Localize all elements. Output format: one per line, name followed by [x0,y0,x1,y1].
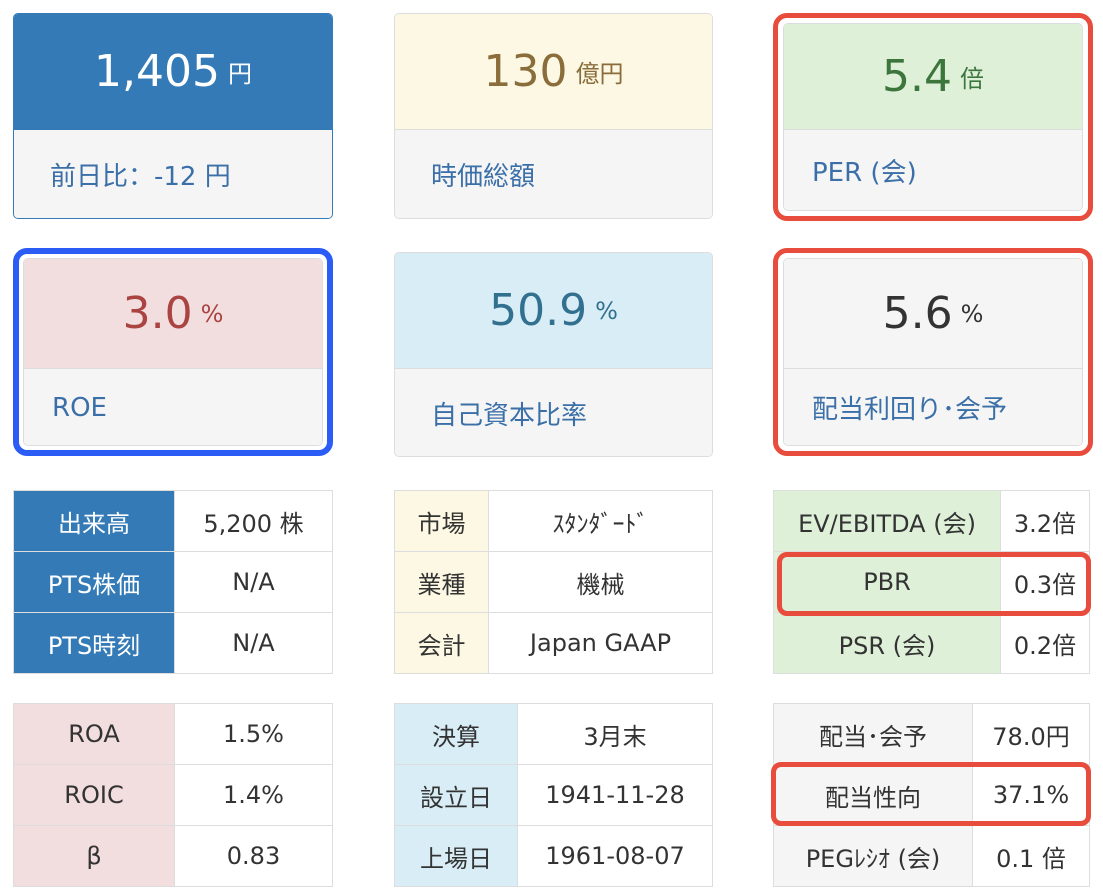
market-value: ｽﾀﾝﾀﾞｰﾄﾞ [488,490,713,552]
founded-value: 1941-11-28 [517,764,713,826]
market-info-table: 市場 ｽﾀﾝﾀﾞｰﾄﾞ 業種 機械 会計 Japan GAAP [394,490,713,674]
industry-key: 業種 [394,551,489,613]
price-change-label: 前日比：-12 円 [14,131,332,218]
per-value: 5.4 [882,50,952,102]
roe-value-area: 3.0 % [24,259,322,369]
volume-value: 5,200 株 [174,490,333,552]
table-row: 決算 3月末 [394,703,713,765]
fiscal-month-key: 決算 [394,703,518,765]
pts-price-value[interactable]: N/A [174,551,333,613]
table-row: 上場日 1961-08-07 [394,825,713,887]
stock-price-value: 1,405 [94,45,220,97]
returns-table: ROA 1.5% ROIC 1.4% β 0.83 [13,703,333,887]
table-row: EV/EBITDA (会) 3.2倍 [773,490,1090,552]
roe-unit: % [200,299,224,328]
roic-key: ROIC [13,764,175,826]
equity-ratio-value-area: 50.9 % [395,253,712,369]
listed-value: 1961-08-07 [517,825,713,887]
volume-key: 出来高 [13,490,175,552]
roe-card: 3.0 % ROE [23,258,323,446]
dividend-yield-value: 5.6 [882,287,953,339]
table-row: 配当性向 37.1% [773,764,1090,826]
ev-ebitda-value: 3.2倍 [1000,490,1090,552]
dividend-table: 配当･会予 78.0円 配当性向 37.1% PEGﾚｼｵ (会) 0.1 倍 [773,703,1090,887]
per-label[interactable]: PER (会) [784,131,1082,210]
table-row: 市場 ｽﾀﾝﾀﾞｰﾄﾞ [394,490,713,552]
psr-value: 0.2倍 [1000,612,1090,674]
pts-time-key: PTS時刻 [13,612,175,674]
ev-ebitda-key: EV/EBITDA (会) [773,490,1001,552]
dividend-forecast-value: 78.0円 [972,703,1090,765]
per-value-area: 5.4 倍 [784,24,1082,130]
market-cap-card: 130 億円 時価総額 [394,13,713,219]
stock-price-value-area: 1,405 円 [14,14,332,130]
industry-value[interactable]: 機械 [488,551,713,613]
dividend-yield-label[interactable]: 配当利回り･会予 [784,370,1082,445]
market-cap-value: 130 [483,45,568,97]
stock-price-card: 1,405 円 前日比：-12 円 [13,13,333,219]
table-row: PTS時刻 N/A [13,612,333,674]
roe-label[interactable]: ROE [24,370,322,445]
accounting-key: 会計 [394,612,489,674]
market-key: 市場 [394,490,489,552]
table-row: 業種 機械 [394,551,713,613]
founded-key: 設立日 [394,764,518,826]
valuation-table: EV/EBITDA (会) 3.2倍 PBR 0.3倍 PSR (会) 0.2倍 [773,490,1090,674]
table-row: PBR 0.3倍 [773,551,1090,613]
table-row: PEGﾚｼｵ (会) 0.1 倍 [773,825,1090,887]
table-row: 会計 Japan GAAP [394,612,713,674]
beta-key: β [13,825,175,887]
dividend-yield-value-area: 5.6 % [784,259,1082,369]
table-row: 出来高 5,200 株 [13,490,333,552]
volume-table: 出来高 5,200 株 PTS株価 N/A PTS時刻 N/A [13,490,333,674]
market-cap-unit: 億円 [575,60,624,88]
equity-ratio-value: 50.9 [489,284,588,336]
per-unit: 倍 [959,65,984,93]
dividend-forecast-key: 配当･会予 [773,703,973,765]
roe-value: 3.0 [122,287,193,339]
table-row: ROA 1.5% [13,703,333,765]
peg-ratio-key: PEGﾚｼｵ (会) [773,825,973,887]
accounting-value: Japan GAAP [488,612,713,674]
equity-ratio-card: 50.9 % 自己資本比率 [394,252,713,457]
pbr-value: 0.3倍 [1000,551,1090,613]
pbr-key: PBR [773,551,1001,613]
dividend-yield-unit: % [960,299,984,328]
table-row: PSR (会) 0.2倍 [773,612,1090,674]
peg-ratio-value: 0.1 倍 [972,825,1090,887]
equity-ratio-unit: % [595,296,618,325]
company-dates-table: 決算 3月末 設立日 1941-11-28 上場日 1961-08-07 [394,703,713,887]
psr-key: PSR (会) [773,612,1001,674]
roa-value: 1.5% [174,703,333,765]
payout-ratio-value: 37.1% [972,764,1090,826]
stock-price-unit: 円 [227,60,252,88]
dividend-yield-card: 5.6 % 配当利回り･会予 [783,258,1083,446]
table-row: ROIC 1.4% [13,764,333,826]
listed-key: 上場日 [394,825,518,887]
pts-price-key: PTS株価 [13,551,175,613]
table-row: β 0.83 [13,825,333,887]
roic-value: 1.4% [174,764,333,826]
pts-time-value[interactable]: N/A [174,612,333,674]
market-cap-value-area: 130 億円 [395,14,712,130]
table-row: 設立日 1941-11-28 [394,764,713,826]
roa-key: ROA [13,703,175,765]
fiscal-month-value: 3月末 [517,703,713,765]
equity-ratio-label[interactable]: 自己資本比率 [395,370,712,456]
per-card: 5.4 倍 PER (会) [783,23,1083,211]
beta-value: 0.83 [174,825,333,887]
table-row: 配当･会予 78.0円 [773,703,1090,765]
payout-ratio-key: 配当性向 [773,764,973,826]
table-row: PTS株価 N/A [13,551,333,613]
market-cap-label[interactable]: 時価総額 [395,131,712,218]
